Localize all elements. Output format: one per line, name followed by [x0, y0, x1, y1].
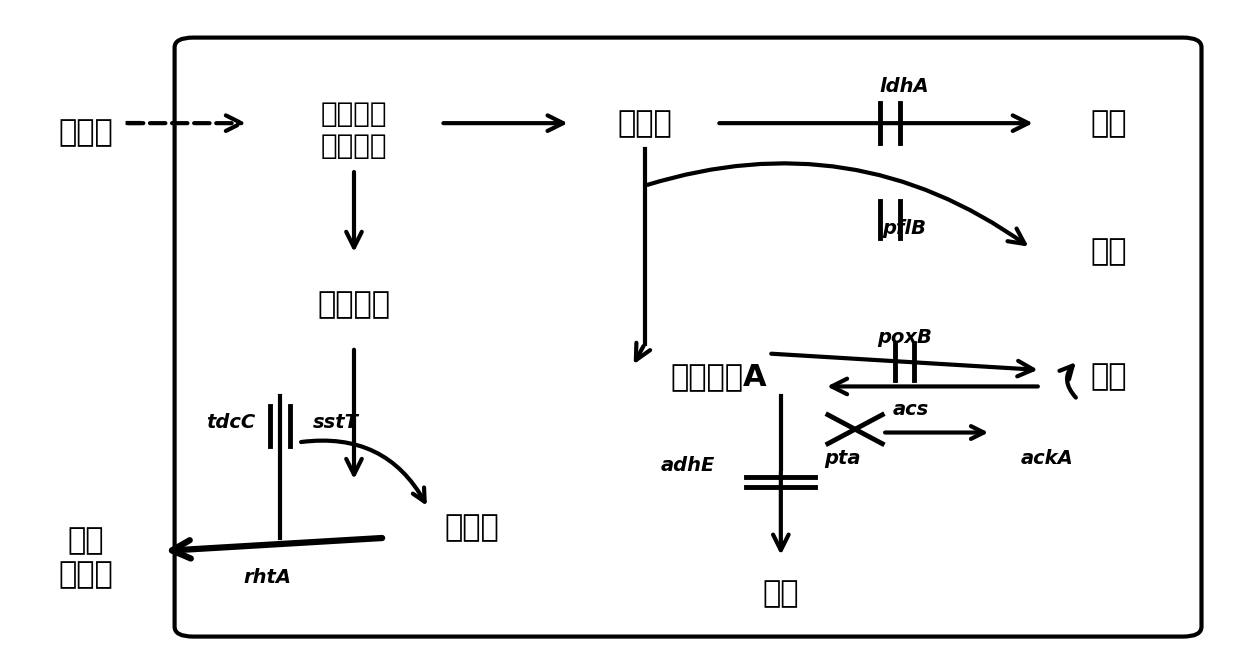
- Text: 葡萄糖: 葡萄糖: [58, 118, 113, 147]
- Text: acs: acs: [893, 400, 929, 419]
- Text: poxB: poxB: [877, 328, 932, 346]
- Text: tdcC: tdcC: [206, 413, 255, 432]
- Text: 乳酸: 乳酸: [1090, 108, 1127, 137]
- Text: 乙酸: 乙酸: [1090, 362, 1127, 391]
- Text: ldhA: ldhA: [879, 77, 929, 97]
- Text: 丙酮酸: 丙酮酸: [618, 108, 672, 137]
- Text: 磷酸烯醇
式丙酮酸: 磷酸烯醇 式丙酮酸: [321, 100, 387, 160]
- Text: 乙醇: 乙醇: [763, 579, 799, 608]
- Text: 甲酸: 甲酸: [1090, 237, 1127, 266]
- Text: 胞外
苏氨酸: 胞外 苏氨酸: [58, 526, 113, 589]
- Text: 草酰乙酸: 草酰乙酸: [317, 290, 391, 319]
- Text: rhtA: rhtA: [243, 568, 291, 587]
- Text: 苏氨酸: 苏氨酸: [444, 514, 498, 543]
- FancyBboxPatch shape: [175, 38, 1202, 637]
- Text: pflB: pflB: [883, 219, 926, 238]
- Text: sstT: sstT: [312, 413, 358, 432]
- Text: pta: pta: [825, 449, 861, 469]
- Text: 乙酰辅酶A: 乙酰辅酶A: [671, 362, 768, 391]
- Text: adhE: adhE: [661, 456, 715, 475]
- Text: ackA: ackA: [1021, 449, 1073, 469]
